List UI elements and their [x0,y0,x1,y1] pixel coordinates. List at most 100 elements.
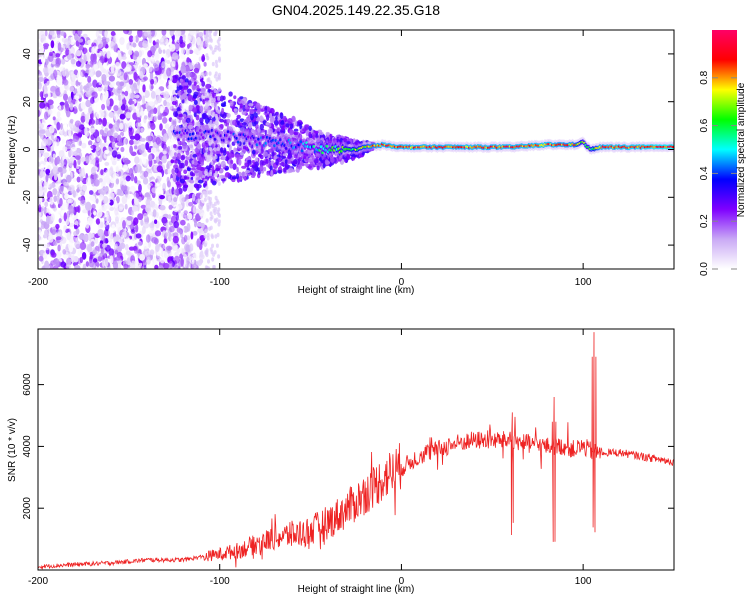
noise-point [85,99,92,108]
noise-point [65,109,71,118]
noise-point [156,39,160,45]
noise-point [99,50,104,56]
transition-point [200,161,204,166]
noise-point [106,98,110,107]
noise-point [88,154,92,164]
noise-point [161,155,167,164]
noise-point [145,204,152,213]
noise-point [129,139,134,145]
noise-point [48,51,53,57]
noise-point [194,63,199,69]
noise-point [69,161,73,168]
noise-point [90,53,95,63]
noise-point [168,204,173,210]
transition-point [241,165,247,169]
noise-point [126,43,130,50]
noise-point [98,178,103,183]
transition-point [277,169,283,174]
noise-point [200,72,205,78]
noise-point [143,212,148,219]
noise-point [214,59,218,65]
noise-point [167,169,171,175]
noise-point [187,212,193,221]
noise-point [108,192,115,199]
noise-point [209,46,213,51]
noise-point [143,31,149,37]
transition-point [192,94,198,99]
noise-point [44,30,48,37]
noise-point [167,105,173,110]
noise-point [55,223,60,230]
noise-point [99,56,106,64]
noise-point [100,248,104,255]
noise-point [148,172,153,178]
noise-point [212,156,216,161]
noise-point [145,234,151,243]
noise-point [58,218,62,224]
noise-point [128,127,135,135]
transition-point [233,147,237,153]
noise-point [154,230,162,237]
transition-point [196,184,202,189]
noise-point [186,222,191,232]
noise-point [185,47,190,56]
noise-point [171,60,176,68]
noise-point [193,67,200,73]
noise-point [57,231,62,236]
transition-point [275,116,278,121]
noise-point [117,134,122,143]
noise-point [150,122,156,130]
noise-point [151,187,157,194]
noise-point [213,172,217,178]
noise-point [216,232,220,238]
noise-point [207,190,211,195]
noise-point [146,256,151,265]
transition-point [196,166,201,170]
transition-point [325,131,330,136]
noise-point [40,34,46,41]
noise-point [119,37,125,45]
transition-point [247,122,253,129]
transition-point [242,122,247,126]
noise-point [161,61,166,69]
noise-point [97,209,103,218]
noise-point [54,37,61,44]
noise-point [65,257,71,267]
noise-point [41,205,45,214]
noise-point [66,174,72,183]
noise-point [42,67,49,74]
noise-point [55,209,61,214]
noise-point [106,37,110,43]
transition-point [178,113,183,118]
noise-point [188,201,194,207]
noise-point [169,30,175,37]
transition-point [262,151,268,157]
noise-point [101,180,106,190]
noise-point [63,181,70,186]
noise-point [81,252,87,260]
noise-point [212,97,216,103]
noise-point [175,61,179,71]
transition-point [293,128,299,132]
transition-point [259,164,264,172]
noise-point [132,53,138,60]
noise-point [150,30,155,37]
noise-point [75,40,80,47]
transition-point [219,95,224,102]
noise-point [115,81,121,86]
noise-point [120,146,125,153]
noise-point [209,38,213,43]
noise-point [145,142,150,151]
noise-point [93,64,99,71]
noise-point [54,47,58,52]
transition-point [309,161,314,167]
noise-point [84,114,90,122]
transition-point [241,171,246,177]
transition-point [287,118,293,124]
noise-point [75,60,82,67]
transition-point [294,119,298,127]
noise-point [144,250,151,256]
noise-point [38,204,42,213]
noise-point [53,173,58,181]
